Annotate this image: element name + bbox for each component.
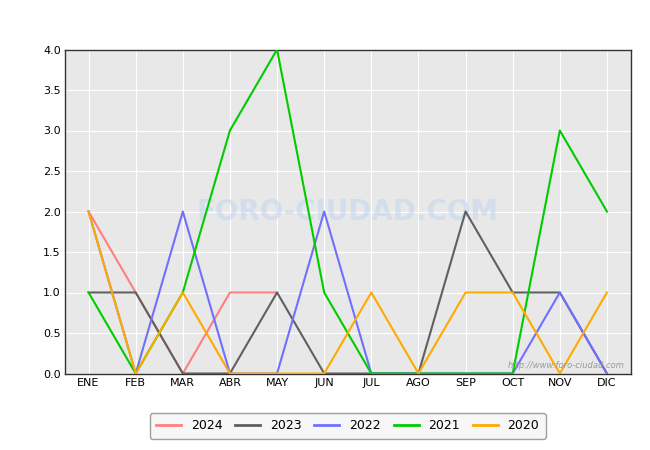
Text: http://www.foro-ciudad.com: http://www.foro-ciudad.com — [508, 361, 625, 370]
Text: Matriculaciones de Vehiculos en Langa: Matriculaciones de Vehiculos en Langa — [164, 11, 486, 29]
Text: FORO-CIUDAD.COM: FORO-CIUDAD.COM — [197, 198, 499, 225]
Legend: 2024, 2023, 2022, 2021, 2020: 2024, 2023, 2022, 2021, 2020 — [150, 413, 545, 439]
